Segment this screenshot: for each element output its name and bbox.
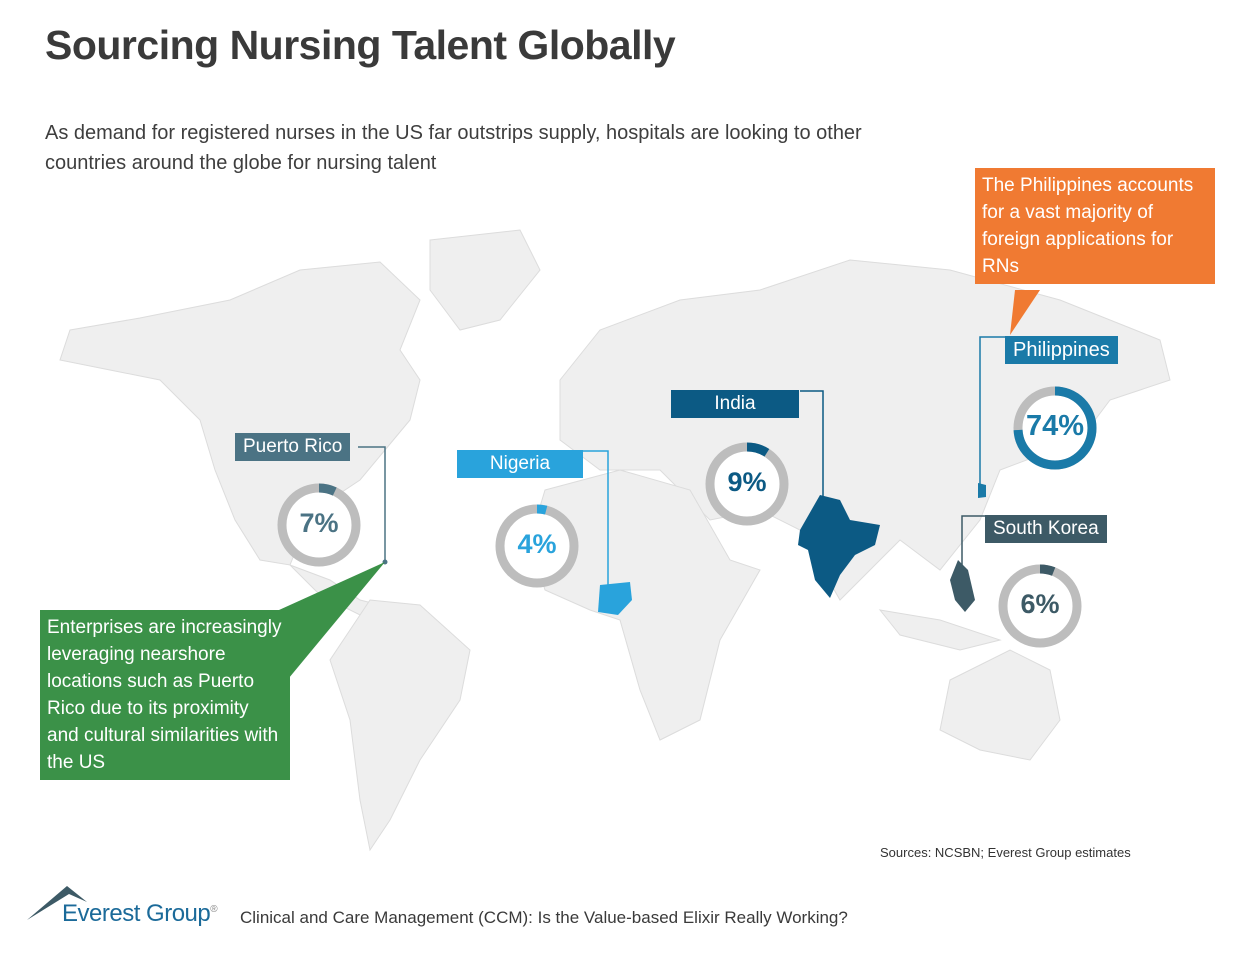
- india-highlight: [798, 495, 880, 598]
- donut-value-0: [277, 483, 361, 567]
- label-india: India: [671, 390, 799, 418]
- indonesia: [878, 609, 1002, 651]
- value-india: 9%: [727, 467, 767, 497]
- page-subtitle: As demand for registered nurses in the U…: [45, 122, 862, 174]
- logo-text: Everest Group: [62, 900, 211, 927]
- donut-value-3: [1013, 386, 1097, 470]
- label-nigeria: Nigeria: [457, 450, 583, 478]
- philippines-highlight: [950, 560, 975, 612]
- donut-value-1: [495, 504, 579, 588]
- donut-value-4: [998, 564, 1082, 648]
- green-callout-pointer: [279, 562, 385, 690]
- philippines-callout: The Philippines accounts for a vast majo…: [975, 168, 1215, 284]
- puerto-rico-callout: Enterprises are increasingly leveraging …: [40, 610, 290, 780]
- greenland: [429, 229, 541, 331]
- south-america: [329, 599, 471, 852]
- value-south-korea: 6%: [1020, 589, 1060, 619]
- south-korea-leader: [961, 515, 985, 570]
- value-philippines: 74%: [1025, 410, 1085, 442]
- donut-value-2: [705, 442, 789, 526]
- orange-callout-pointer: [1010, 290, 1040, 335]
- value-nigeria: 4%: [517, 529, 557, 559]
- sources-note: Sources: NCSBN; Everest Group estimates: [880, 845, 1131, 860]
- korea-highlight: [978, 483, 986, 498]
- value-puerto-rico: 7%: [299, 508, 339, 538]
- australia: [939, 649, 1061, 761]
- label-puerto-rico: Puerto Rico: [235, 433, 351, 461]
- north-america: [59, 261, 421, 566]
- puerto-rico-leader: [358, 446, 386, 562]
- everest-group-logo: Everest Group®: [62, 900, 218, 927]
- india-leader: [800, 390, 824, 500]
- label-philippines: Philippines: [1005, 336, 1118, 364]
- nigeria-highlight: [598, 582, 632, 615]
- page-title: Sourcing Nursing Talent Globally: [45, 22, 676, 68]
- label-south-korea: South Korea: [985, 515, 1107, 543]
- everest-mountain-logo-icon: [27, 886, 87, 920]
- africa: [529, 469, 761, 741]
- report-title: Clinical and Care Management (CCM): Is t…: [240, 908, 848, 927]
- nigeria-leader: [583, 450, 609, 585]
- philippines-leader: [979, 336, 1005, 485]
